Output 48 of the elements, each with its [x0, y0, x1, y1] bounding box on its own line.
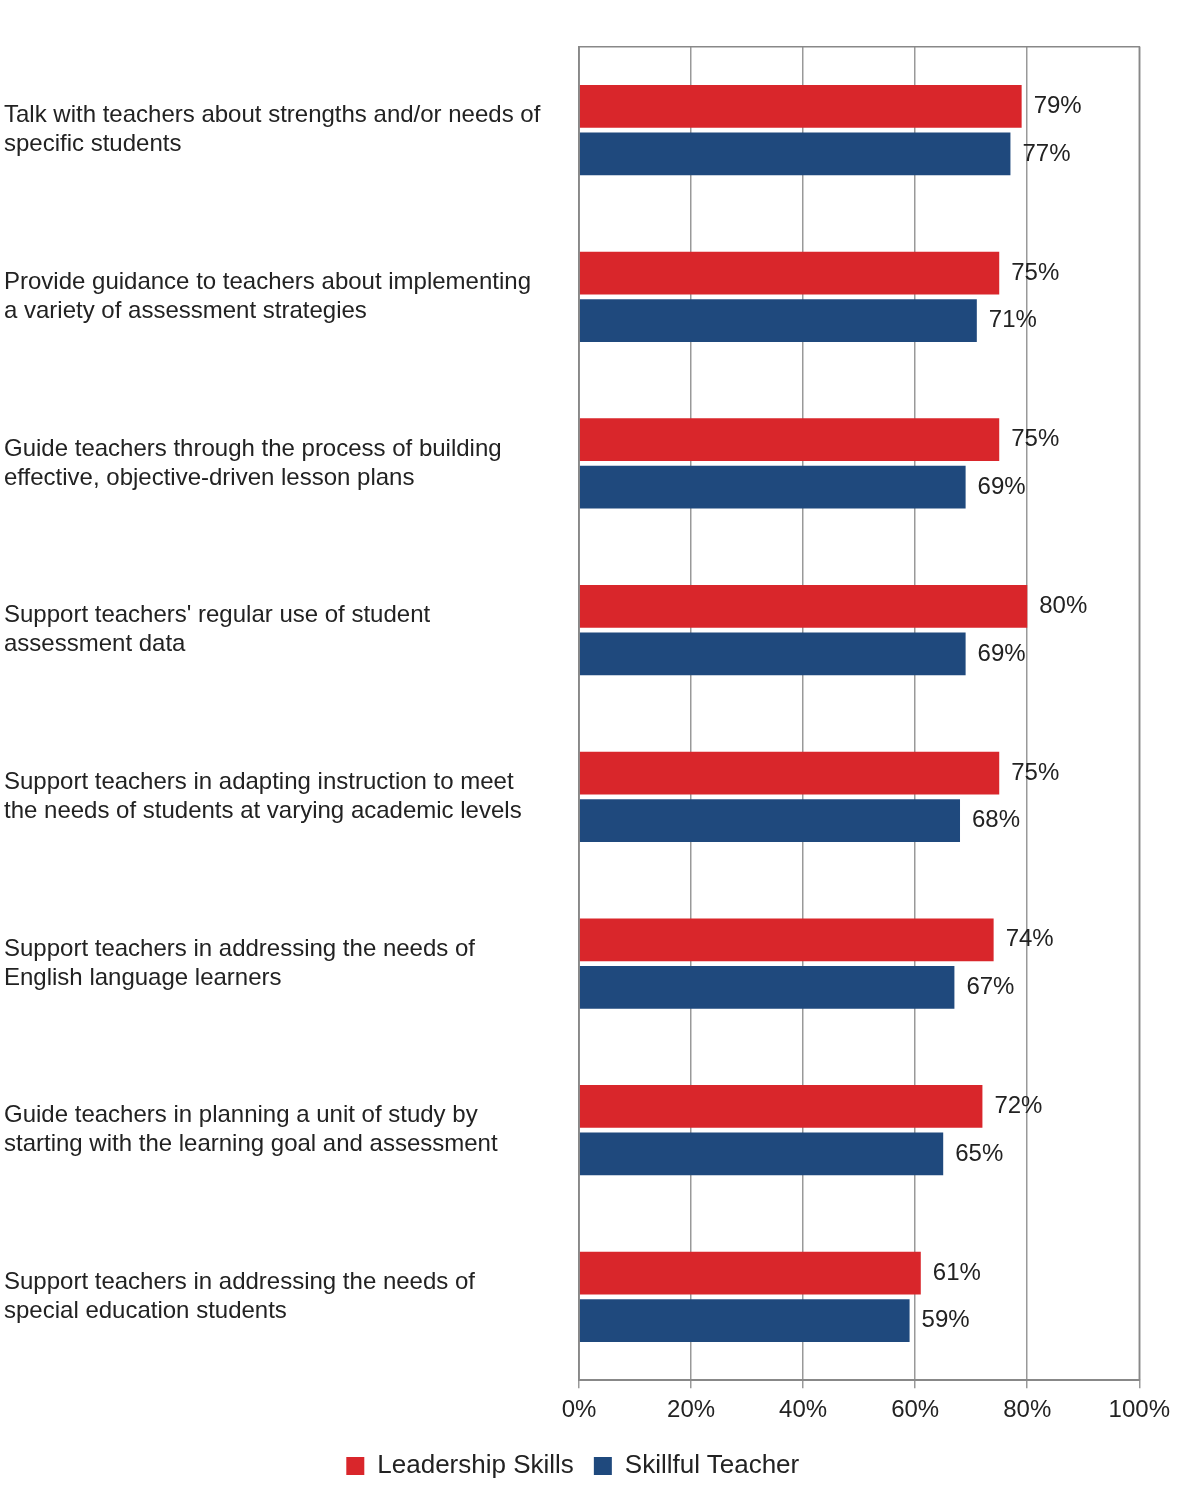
bar — [579, 918, 994, 962]
data-label: 59% — [921, 1305, 970, 1333]
data-label: 79% — [1033, 91, 1082, 119]
data-label: 69% — [977, 471, 1026, 499]
data-label: 74% — [1005, 924, 1054, 952]
bar — [579, 1085, 983, 1128]
x-tick-label: 40% — [779, 1395, 828, 1423]
y-tick-label: Guide teachers in planning a unit of study by starting with the learning goal and assessment — [4, 1100, 498, 1157]
bar — [579, 132, 1011, 176]
bar — [579, 632, 966, 676]
data-label: 68% — [972, 805, 1021, 833]
y-tick-label: Support teachers in adapting instruction to meet the needs of students at varying academic levels — [4, 767, 522, 823]
bar — [579, 965, 955, 1009]
x-tick-label: 0% — [561, 1395, 597, 1423]
y-tick-label: Talk with teachers about strengths and/or needs of specific students — [4, 100, 541, 157]
bar — [579, 251, 1000, 295]
y-tick-label: Support teachers in addressing the needs of special education students — [4, 1267, 476, 1323]
bar — [579, 299, 977, 342]
data-label: 75% — [1011, 424, 1060, 452]
bar — [579, 85, 1022, 128]
bar — [579, 1299, 910, 1342]
data-label: 67% — [966, 971, 1015, 999]
bar — [579, 585, 1028, 628]
data-label: 69% — [977, 638, 1026, 666]
data-label: 75% — [1011, 257, 1060, 285]
bar — [579, 1251, 921, 1295]
y-tick-label: Guide teachers through the process of building effective, objective-driven lesson plans — [4, 433, 502, 490]
bar — [579, 799, 961, 842]
x-tick-label: 20% — [667, 1395, 716, 1423]
x-tick-label: 80% — [1003, 1395, 1052, 1423]
data-label: 75% — [1011, 757, 1060, 785]
data-label: 65% — [955, 1138, 1004, 1166]
y-tick-label: Support teachers' regular use of student assessment data — [4, 600, 431, 657]
legend-label: Leadership Skills — [377, 1449, 574, 1480]
data-label: 71% — [988, 305, 1037, 333]
data-label: 80% — [1039, 591, 1088, 619]
legend-label: Skillful Teacher — [624, 1449, 800, 1480]
bar — [579, 465, 966, 509]
data-label: 77% — [1022, 138, 1071, 166]
bar — [579, 418, 1000, 462]
y-tick-label: Support teachers in addressing the needs of English language learners — [4, 933, 476, 990]
data-label: 61% — [932, 1257, 981, 1285]
x-tick-label: 60% — [891, 1395, 940, 1423]
x-tick-label: 100% — [1108, 1395, 1170, 1423]
bar — [579, 751, 1000, 795]
y-tick-label: Provide guidance to teachers about implementing a variety of assessment strategies — [4, 267, 531, 323]
data-label: 72% — [994, 1091, 1043, 1119]
bar — [579, 1132, 944, 1176]
